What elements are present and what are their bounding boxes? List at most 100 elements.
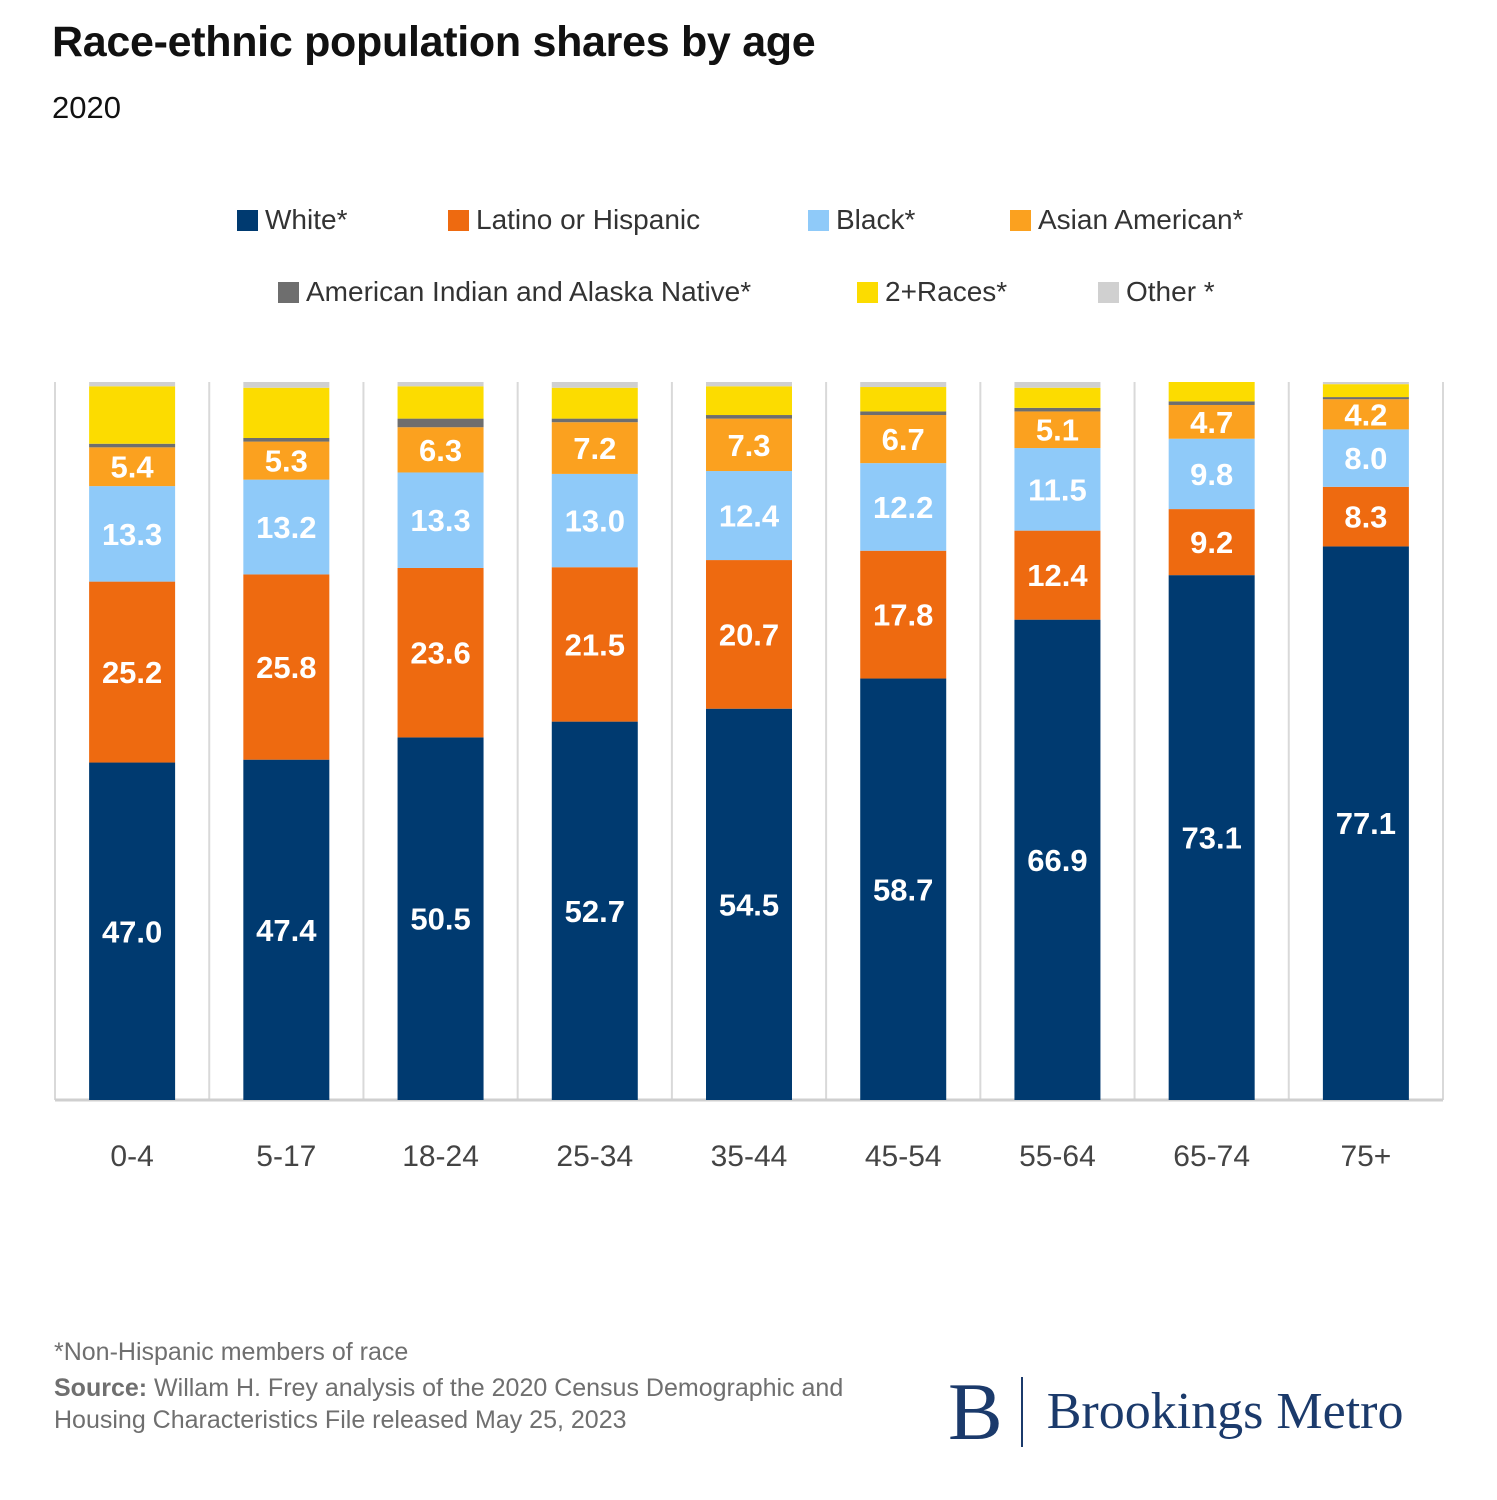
bar-segment-white [860,678,947,1100]
bar-segment-asian-american [1014,411,1101,449]
data-label-asian-american: 5.3 [265,444,308,479]
data-label-white: 47.4 [256,913,317,948]
bar-segment-other [860,382,947,388]
legend-item-two-plus: 2+Races* [857,272,1007,312]
legend-row-1: White* Latino or Hispanic Black* Asian A… [0,200,1497,240]
bar-segment-latino-or-hispanic [89,581,176,763]
legend-label-black: Black* [836,204,916,235]
x-tick-label: 18-24 [402,1140,479,1173]
legend-item-latino: Latino or Hispanic [448,200,700,240]
bar-segment-black [89,486,176,582]
bar-segment-latino-or-hispanic [860,550,947,679]
bar-segment-latino-or-hispanic [1168,509,1255,576]
data-label-black: 8.0 [1344,441,1387,476]
data-label-white: 50.5 [410,902,470,937]
legend-swatch-aian [278,281,299,303]
legend-swatch-black [808,209,829,231]
bar-segment-black [1168,438,1255,510]
legend-item-other: Other * [1098,272,1215,312]
data-label-asian-american: 6.7 [882,422,925,457]
source-label: Source: [54,1374,148,1402]
bar-segment-white [243,759,330,1100]
bar-segment-american-indian-and-alaska-native [397,418,484,428]
x-tick-label: 75+ [1340,1140,1391,1173]
footnote: *Non-Hispanic members of race [54,1338,409,1366]
x-tick-label: 45-54 [865,1140,942,1173]
legend-label-asian: Asian American* [1038,204,1244,235]
bar-segment-latino-or-hispanic [1322,486,1409,547]
bar-segment-black [397,472,484,568]
x-tick-label: 25-34 [556,1140,633,1173]
bar-segment-latino-or-hispanic [551,567,638,722]
bar-segment-2-races [1168,382,1255,402]
bar-segment-2-races [397,386,484,419]
bar-segment-white [89,762,176,1100]
legend-swatch-other [1098,281,1119,303]
legend-swatch-white [237,209,258,231]
data-label-latino-or-hispanic: 25.8 [256,650,316,685]
data-label-latino-or-hispanic: 17.8 [873,598,933,633]
logo-divider [1020,1377,1023,1447]
bar-segment-white [551,721,638,1100]
bar-segment-american-indian-and-alaska-native [1014,407,1101,412]
bar-segment-asian-american [551,422,638,474]
legend-label-white: White* [265,204,348,235]
legend-label-other: Other * [1126,276,1215,307]
bar-segment-2-races [1014,387,1101,408]
legend-item-asian: Asian American* [1010,200,1243,240]
data-label-black: 13.0 [565,504,625,539]
bar-segment-2-races [1322,384,1409,398]
bar-segment-american-indian-and-alaska-native [1322,397,1409,400]
data-label-asian-american: 5.4 [111,450,155,485]
data-label-black: 13.3 [410,503,470,538]
bar-segment-2-races [89,386,176,444]
data-label-latino-or-hispanic: 25.2 [102,655,162,690]
legend-swatch-latino [448,209,469,231]
data-label-asian-american: 6.3 [419,433,462,468]
bar-segment-2-races [860,387,947,412]
chart-subtitle: 2020 [52,90,121,125]
bar-segment-white [397,737,484,1100]
bar-segment-other [243,382,330,388]
bar-segment-2-races [706,386,792,416]
bar-segment-white [706,708,792,1100]
legend-item-aian: American Indian and Alaska Native* [278,272,751,312]
legend-swatch-asian [1010,209,1031,231]
x-tick-label: 55-64 [1019,1140,1096,1173]
x-tick-label: 0-4 [110,1140,153,1173]
data-label-black: 13.2 [256,510,316,545]
bar-segment-black [1014,448,1101,531]
stacked-bar-chart: 47.0 25.2 13.3 5.4 0-4 47.4 25.8 13.2 5.3 5-17 50.… [54,382,1444,1173]
legend-swatch-two-plus [857,281,878,303]
bar-segment-black [551,473,638,568]
data-label-black: 11.5 [1028,472,1087,507]
chart-title: Race-ethnic population shares by age [52,18,816,66]
data-label-latino-or-hispanic: 21.5 [565,627,625,662]
brookings-metro-logo: B Brookings Metro [948,1371,1403,1453]
bar-segment-white [1322,546,1409,1100]
data-label-black: 13.3 [102,517,162,552]
bar-segment-other [397,382,484,387]
legend-row-2: American Indian and Alaska Native* 2+Rac… [0,272,1497,312]
x-tick-label: 35-44 [711,1140,788,1173]
bar-segment-black [1322,429,1409,487]
data-label-black: 12.2 [873,490,933,525]
data-label-white: 52.7 [565,894,625,929]
x-tick-label: 5-17 [256,1140,316,1173]
bar-segment-latino-or-hispanic [397,567,484,738]
data-label-latino-or-hispanic: 8.3 [1344,500,1387,535]
bar-segment-asian-american [1322,399,1409,430]
bar-segment-black [243,479,330,575]
bar-segment-other [706,382,792,387]
data-label-asian-american: 4.7 [1190,405,1233,440]
bar-segment-2-races [551,387,638,419]
data-label-white: 77.1 [1336,806,1396,841]
bar-segment-asian-american [397,427,484,473]
bar-segment-latino-or-hispanic [706,560,792,709]
bar-segment-other [89,382,176,387]
bar-segment-white [1168,575,1255,1100]
bar-segment-other [551,382,638,388]
bar-segment-black [706,471,792,561]
data-label-white: 47.0 [102,914,162,949]
data-label-asian-american: 5.1 [1036,413,1079,448]
